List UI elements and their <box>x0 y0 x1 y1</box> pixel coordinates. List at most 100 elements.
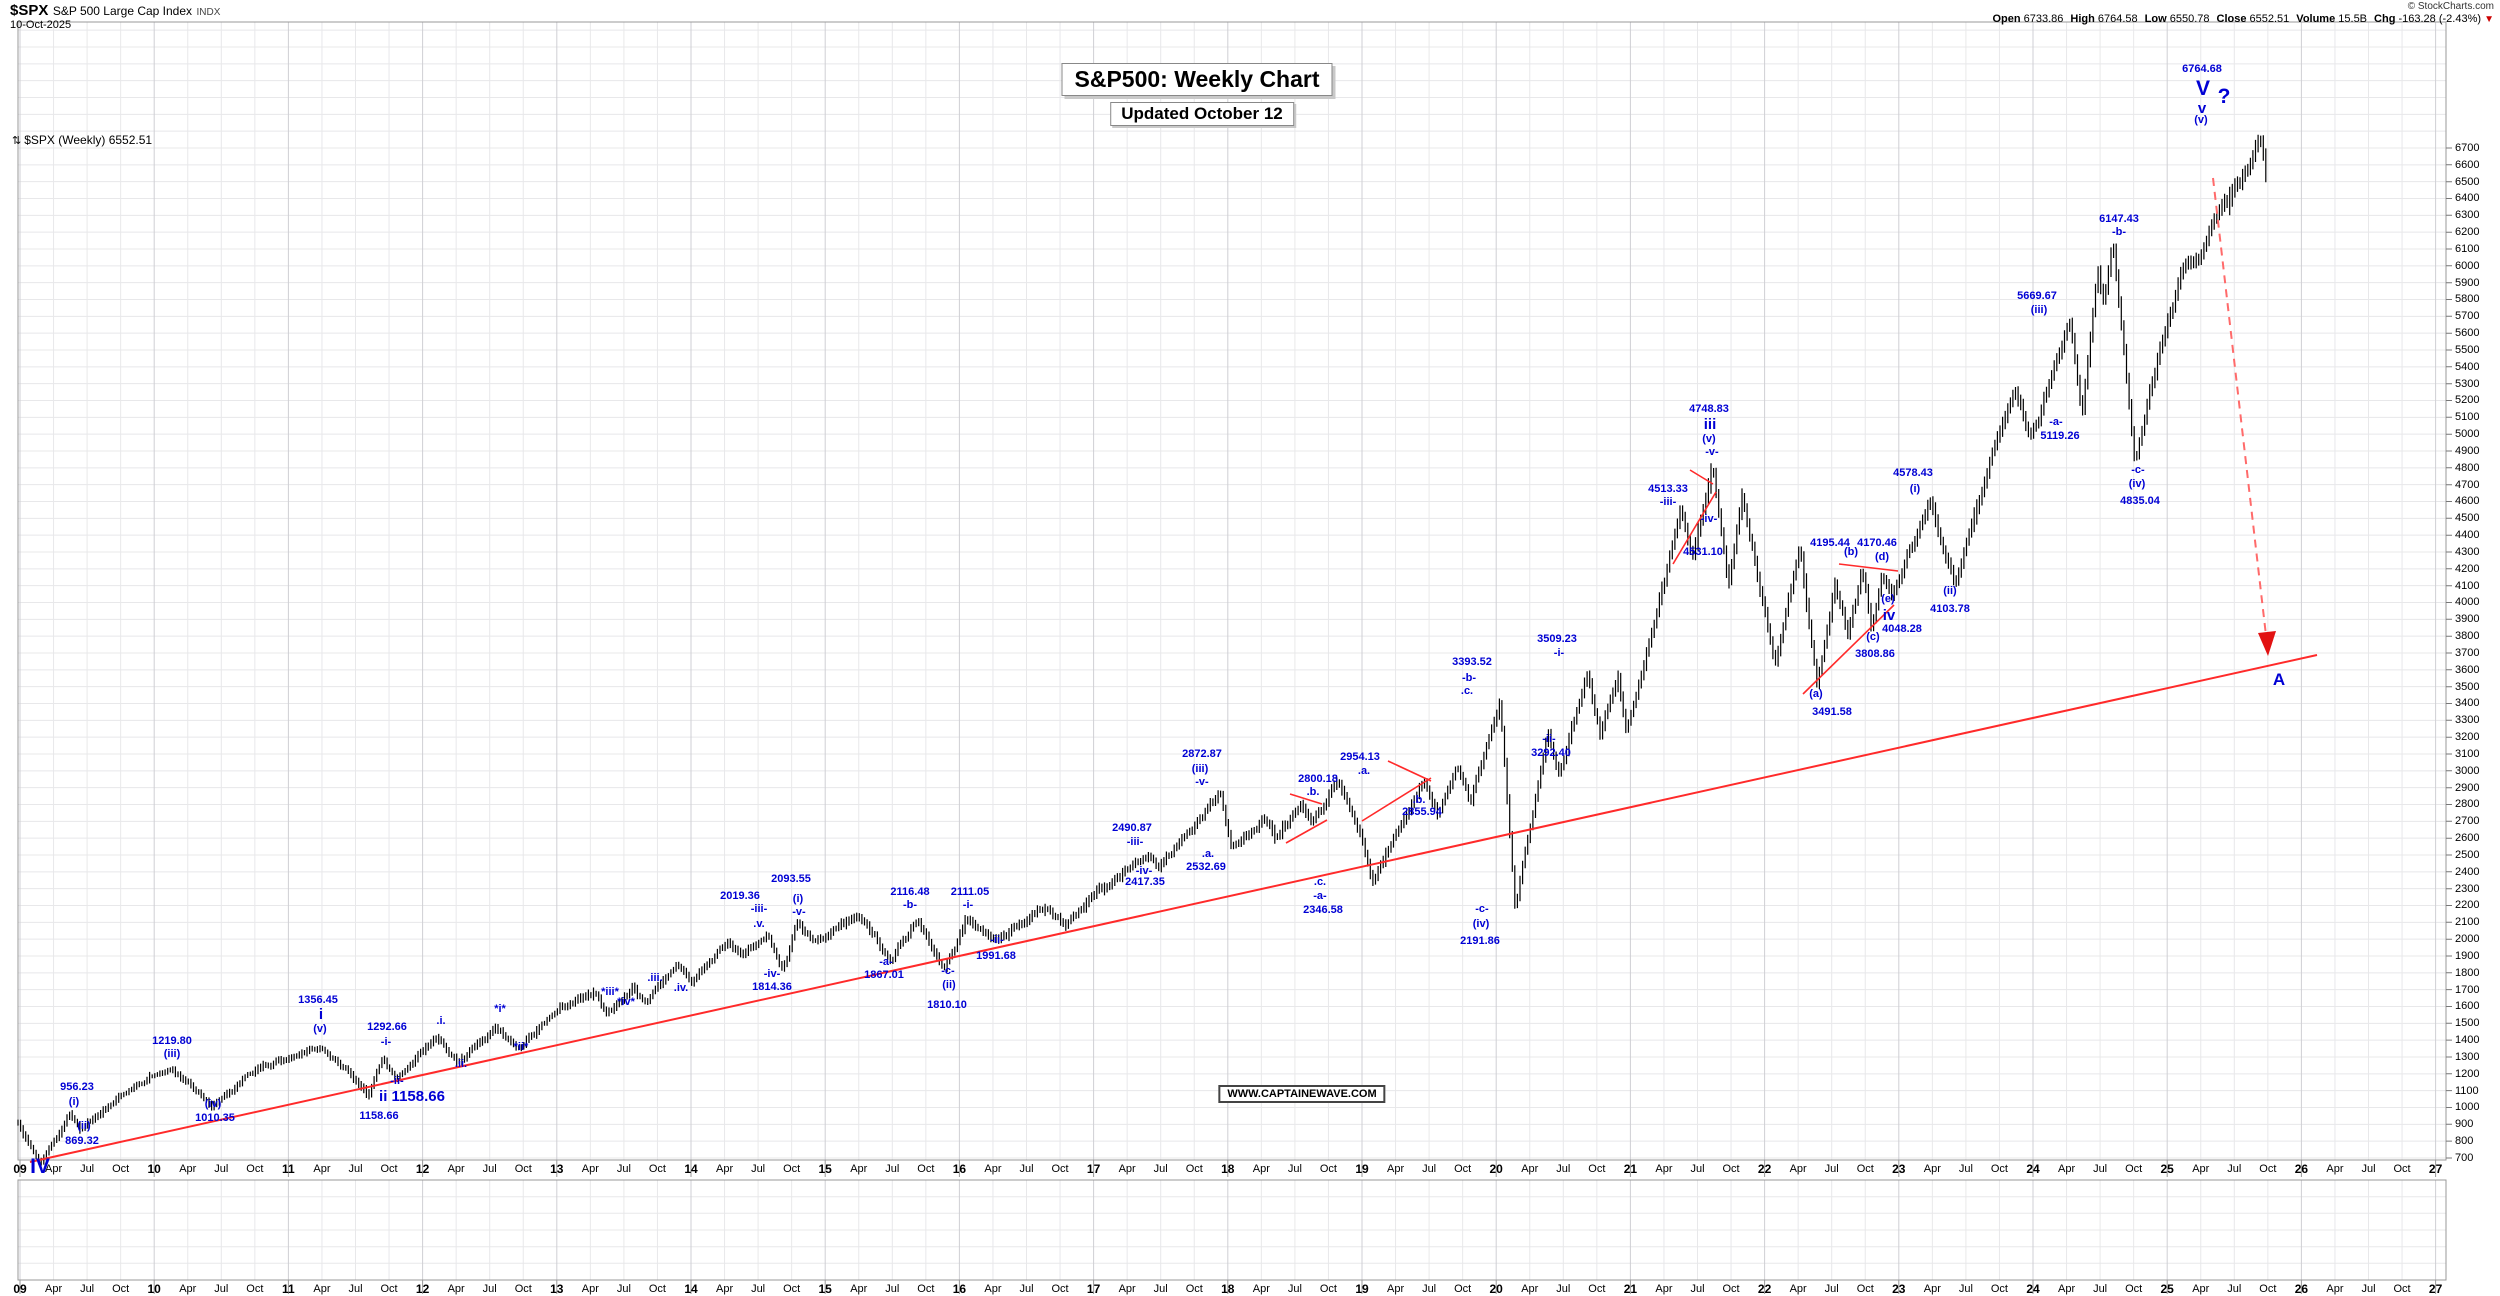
year-ticks <box>19 1160 2437 1294</box>
wave-label: -iii- <box>750 903 768 915</box>
wave-label: 2490.87 <box>1112 822 1152 834</box>
month-label: Apr <box>313 1163 331 1175</box>
wave-label: -c- <box>1475 903 1489 915</box>
wave-label: v <box>2197 100 2207 117</box>
month-label: Oct <box>783 1283 801 1295</box>
month-label: Oct <box>246 1163 264 1175</box>
month-label: Oct <box>648 1283 666 1295</box>
updown-arrows-icon: ⇅ <box>12 135 22 147</box>
wave-label: (iii) <box>2030 304 2048 316</box>
chart-date: 10-Oct-2025 <box>10 19 72 31</box>
wave-label: (iii) <box>163 1048 181 1060</box>
wave-label: 6147.43 <box>2099 213 2139 225</box>
wave-label: 4748.83 <box>1689 403 1729 415</box>
price-axis-label: 2100 <box>2455 916 2480 929</box>
price-axis-label: 4000 <box>2455 596 2480 609</box>
quote-label: Chg <box>2374 13 2396 25</box>
month-label: Jul <box>1422 1283 1437 1295</box>
change-down-arrow-icon: ▼ <box>2484 14 2494 25</box>
wave-label: -iii- <box>1659 496 1677 508</box>
month-label: Oct <box>514 1163 532 1175</box>
price-axis-label: 2000 <box>2455 933 2480 946</box>
price-axis-label: 800 <box>2455 1135 2474 1148</box>
price-axis-label: 5300 <box>2455 377 2480 390</box>
wave-label: -a- <box>1313 890 1327 902</box>
month-label: Apr <box>715 1163 734 1175</box>
wave-label: 2111.05 <box>950 886 990 898</box>
support-trendline <box>29 654 2318 1163</box>
month-label: Apr <box>1521 1283 1539 1295</box>
wave-label: (iv) <box>204 1098 222 1110</box>
year-label: 23 <box>1892 1162 1906 1176</box>
wave-label: ? <box>2217 85 2231 108</box>
price-axis-ticks <box>2446 147 2452 1159</box>
price-axis-label: 2700 <box>2455 815 2480 828</box>
mini-trendline <box>1387 760 1432 782</box>
month-label: Apr <box>1118 1163 1136 1175</box>
month-label: Apr <box>1252 1163 1270 1175</box>
mini-trendline <box>1285 819 1328 844</box>
year-label: 15 <box>818 1162 832 1176</box>
price-axis-label: 6400 <box>2455 192 2480 205</box>
wave-label: .v. <box>753 918 765 930</box>
price-axis-label: 5700 <box>2455 310 2480 323</box>
wave-label: 4170.46 <box>1857 537 1897 549</box>
price-axis-label: 5600 <box>2455 327 2480 340</box>
price-axis-label: 6700 <box>2455 142 2480 154</box>
wave-label: -b- <box>902 899 918 911</box>
quote-value: 6733.86 <box>2020 13 2064 25</box>
wave-label: IV <box>30 1155 50 1178</box>
wave-label: 4103.78 <box>1930 603 1970 615</box>
mini-trendline <box>1289 793 1323 805</box>
month-label: Jul <box>616 1163 631 1175</box>
price-axis-label: 4900 <box>2455 444 2480 457</box>
month-label: Apr <box>1386 1163 1405 1175</box>
month-label: Oct <box>917 1163 935 1175</box>
year-label: 09 <box>13 1162 27 1176</box>
month-label: Apr <box>1789 1283 1807 1295</box>
quote-label: Volume <box>2296 13 2336 25</box>
wave-label: (v) <box>1702 433 1716 445</box>
price-axis-label: 1500 <box>2455 1017 2480 1030</box>
wave-label: -a- <box>2049 416 2063 428</box>
price-axis-label: 6000 <box>2455 259 2480 272</box>
wave-label: *ii* <box>513 1041 529 1053</box>
year-label: 21 <box>1623 1162 1638 1176</box>
price-axis-label: 6600 <box>2455 158 2480 171</box>
wave-label: 4513.33 <box>1648 483 1688 495</box>
copyright: © StockCharts.com <box>2407 1 2494 12</box>
price-axis-label: 4200 <box>2455 562 2480 575</box>
month-label: Apr <box>984 1163 1002 1175</box>
month-label: Oct <box>2125 1163 2143 1175</box>
price-axis-label: 5800 <box>2455 293 2480 306</box>
year-label: 14 <box>684 1162 698 1176</box>
month-label: Oct <box>783 1163 801 1175</box>
wave-label: -iv- <box>763 968 781 980</box>
quote-value: 6552.51 <box>2246 13 2290 25</box>
month-label: Jul <box>1287 1163 1302 1175</box>
year-label: 27 <box>2428 1162 2443 1176</box>
price-axis-label: 1900 <box>2455 949 2480 962</box>
month-label: Oct <box>1051 1283 1069 1295</box>
month-label: Jul <box>80 1163 95 1175</box>
price-axis-label: 3800 <box>2455 630 2480 643</box>
month-label: Apr <box>1655 1283 1673 1295</box>
wave-label: (b) <box>1843 546 1859 558</box>
wave-label: .iv. <box>673 982 689 994</box>
wave-label: -b- <box>1461 672 1477 684</box>
month-label: Jul <box>2227 1163 2242 1175</box>
mini-trendline <box>1802 604 1895 695</box>
month-label: Jul <box>2093 1163 2108 1175</box>
month-label: Oct <box>1454 1163 1472 1175</box>
year-label: 11 <box>282 1282 295 1296</box>
mini-trendline <box>1361 777 1432 822</box>
wave-label: -iv- <box>1135 865 1153 877</box>
wave-label: 869.32 <box>65 1135 99 1147</box>
price-axis-label: 2600 <box>2455 832 2480 845</box>
month-label: Apr <box>447 1283 465 1295</box>
year-label: 19 <box>1355 1162 1369 1176</box>
wave-label: 2872.87 <box>1182 748 1222 760</box>
wave-label: -iii- <box>1126 836 1144 848</box>
month-label: Apr <box>44 1283 63 1295</box>
wave-label: iii <box>1703 416 1717 433</box>
